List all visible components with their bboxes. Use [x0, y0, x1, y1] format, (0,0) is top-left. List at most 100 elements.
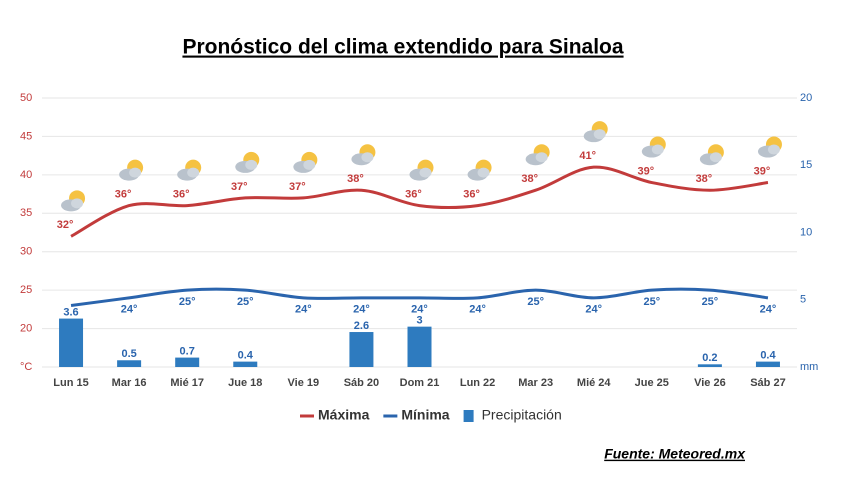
data-label: 25°: [179, 296, 196, 308]
data-label: 38°: [347, 173, 364, 185]
data-label: 36°: [173, 189, 190, 201]
legend-label: Mínima: [401, 407, 449, 423]
x-tick-label: Dom 21: [400, 377, 440, 389]
y2-tick-label: 20: [800, 92, 812, 104]
cloud: [651, 144, 664, 155]
y-tick-label: 45: [20, 130, 32, 142]
bar-label: 2.6: [354, 320, 369, 332]
cloud: [767, 144, 780, 155]
data-label: 24°: [295, 304, 312, 316]
y-tick-label: 30: [20, 246, 32, 258]
cloud: [187, 167, 200, 178]
weather-icon: [235, 151, 260, 173]
data-label: 36°: [115, 189, 132, 201]
bar-label: 0.2: [702, 352, 717, 364]
x-tick-label: Sáb 27: [750, 377, 785, 389]
cloud: [419, 167, 432, 178]
y2-tick-label: 15: [800, 159, 812, 171]
legend-label: Máxima: [318, 407, 370, 423]
bar: [407, 326, 432, 367]
y-tick-label: 20: [20, 322, 32, 334]
x-tick-label: Lun 15: [53, 377, 88, 389]
bar: [233, 361, 258, 367]
cloud: [71, 198, 84, 209]
weather-icon: [699, 144, 724, 166]
y-tick-label: °C: [20, 361, 32, 373]
x-tick-label: Sáb 20: [344, 377, 379, 389]
y-tick-label: 25: [20, 284, 32, 296]
line: [70, 287, 769, 308]
data-label: 32°: [57, 219, 74, 231]
cloud: [593, 129, 606, 140]
cloud: [245, 159, 258, 170]
y-tick-label: 50: [20, 92, 32, 104]
y-tick-label: 35: [20, 207, 32, 219]
data-label: 39°: [637, 165, 654, 177]
bar: [349, 332, 374, 367]
weather-icon: [757, 136, 782, 158]
y2-tick-label: 5: [800, 294, 806, 306]
weather-icon: [119, 159, 144, 181]
data-label: 39°: [754, 165, 771, 177]
data-label: 24°: [411, 304, 428, 316]
data-label: 25°: [237, 296, 254, 308]
y2-tick-label: 10: [800, 226, 812, 238]
weather-icon: [293, 151, 318, 173]
weather-icon: [351, 144, 376, 166]
cloud: [709, 152, 722, 163]
legend-label: Precipitación: [482, 407, 562, 423]
source: Fuente: Meteored.mx: [604, 446, 746, 462]
data-label: 36°: [405, 189, 422, 201]
weather-icon: [61, 190, 86, 212]
data-label: 38°: [696, 173, 713, 185]
cloud: [361, 152, 374, 163]
x-tick-label: Jue 18: [228, 377, 262, 389]
x-tick-label: Mié 24: [577, 377, 612, 389]
cloud: [535, 152, 548, 163]
bar: [117, 360, 142, 367]
data-label: 36°: [463, 189, 480, 201]
legend-swatch: [463, 410, 474, 422]
x-tick-label: Mié 17: [170, 377, 204, 389]
data-label: 24°: [353, 304, 370, 316]
bar-label: 3: [416, 315, 422, 327]
data-label: 37°: [231, 181, 248, 193]
weather-icon: [467, 159, 492, 181]
bar-label: 0.7: [180, 345, 195, 357]
x-tick-label: Mar 23: [518, 377, 553, 389]
data-label: 25°: [643, 296, 660, 308]
data-label: 24°: [121, 304, 138, 316]
bar-label: 0.4: [238, 350, 254, 362]
data-label: 25°: [702, 296, 719, 308]
y-tick-label: 40: [20, 169, 32, 181]
bar: [59, 318, 84, 367]
weather-icon: [177, 159, 202, 181]
data-label: 24°: [760, 304, 777, 316]
data-label: 41°: [579, 150, 596, 162]
data-label: 37°: [289, 181, 306, 193]
cloud: [129, 167, 142, 178]
bar: [175, 357, 200, 367]
x-tick-label: Jue 25: [635, 377, 669, 389]
bar-label: 3.6: [63, 306, 78, 318]
data-label: 25°: [527, 296, 544, 308]
bar-label: 0.4: [760, 350, 776, 362]
data-label: 24°: [585, 304, 602, 316]
bar: [755, 361, 780, 367]
weather-icon: [525, 144, 550, 166]
y2-tick-label: mm: [800, 361, 818, 373]
weather-icon: [583, 121, 608, 143]
x-tick-label: Vie 19: [288, 377, 320, 389]
data-label: 38°: [521, 173, 538, 185]
bar-label: 0.5: [121, 348, 136, 360]
weather-icon: [641, 136, 666, 158]
x-tick-label: Lun 22: [460, 377, 495, 389]
x-tick-label: Mar 16: [112, 377, 147, 389]
chart-title: Pronóstico del clima extendido para Sina…: [182, 36, 623, 59]
x-tick-label: Vie 26: [694, 377, 726, 389]
data-label: 24°: [469, 304, 486, 316]
cloud: [477, 167, 490, 178]
weather-icon: [409, 159, 434, 181]
line: [70, 165, 769, 238]
